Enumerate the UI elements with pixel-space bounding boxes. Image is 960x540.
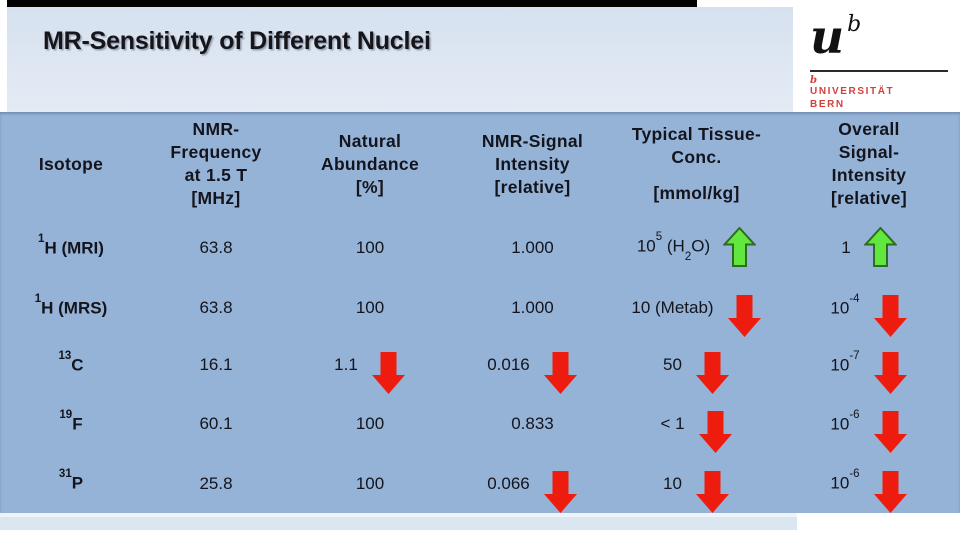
down-arrow-icon (543, 351, 578, 395)
down-arrow-icon (371, 351, 406, 395)
up-arrow-icon (723, 227, 757, 267)
cell-signal: 1.000 (511, 298, 554, 317)
cell-abundance: 100 (355, 298, 385, 317)
down-arrow-icon (727, 294, 762, 338)
cell-overall: 1 (778, 216, 960, 280)
header-tissue-conc-top: Typical Tissue- Conc. (631, 124, 762, 167)
header-tissue-conc-unit: [mmol/kg] (653, 183, 740, 203)
cell-signal: 1.000 (511, 238, 554, 257)
bottom-strip (0, 517, 797, 530)
cell-isotope-19f: 19F (0, 394, 142, 454)
down-arrow-icon (695, 470, 730, 514)
header-cell-tissue-conc: Typical Tissue- Conc. [mmol/kg] (615, 112, 778, 216)
logo-b-superscript: b (847, 12, 862, 37)
logo-city-text: BERN (810, 98, 845, 110)
cell-isotope-13c: 13C (0, 336, 142, 394)
cell-overall: 10-6 (778, 394, 960, 454)
overall-value: 10-7 (830, 349, 860, 375)
cell-overall: 10-6 (778, 454, 960, 513)
header-cell-overall: Overall Signal- Intensity [relative] (831, 119, 907, 208)
title-band: MR-Sensitivity of Different Nuclei (7, 7, 793, 112)
header-cell-frequency: NMR- Frequency at 1.5 T [MHz] (170, 119, 262, 208)
overall-value: 10-6 (830, 468, 860, 493)
overall-value: 10-6 (830, 408, 860, 434)
conc-value: 105 (H2O) (636, 231, 711, 263)
down-arrow-icon (698, 410, 733, 454)
slide-title: MR-Sensitivity of Different Nuclei (43, 27, 431, 55)
isotope-label: 13C (58, 349, 84, 375)
down-arrow-icon (873, 351, 908, 395)
cell-signal: 0.016 (450, 336, 615, 394)
top-black-bar (7, 0, 697, 7)
down-arrow-icon (873, 470, 908, 514)
cell-abundance: 1.1 (290, 336, 450, 394)
cell-tissue-conc: < 1 (615, 394, 778, 454)
cell-abundance: 100 (355, 414, 385, 433)
down-arrow-icon (873, 294, 908, 338)
header-cell-isotope: Isotope (38, 153, 104, 174)
cell-overall: 10-4 (778, 280, 960, 338)
isotope-label: 1H (MRI) (38, 232, 104, 258)
cell-signal: 0.833 (511, 414, 554, 433)
cell-overall: 10-7 (778, 336, 960, 394)
overall-value: 10-4 (830, 292, 860, 318)
cell-isotope-1h-mri: 1H (MRI) (0, 216, 142, 280)
logo-divider-line (810, 70, 948, 72)
header-cell-signal: NMR-Signal Intensity [relative] (481, 130, 584, 197)
cell-signal: 0.066 (450, 454, 615, 513)
header-cell-abundance: Natural Abundance [%] (321, 130, 419, 197)
cell-frequency: 25.8 (199, 473, 233, 493)
bottom-strip-light (0, 513, 797, 517)
cell-tissue-conc: 105 (H2O) (615, 216, 778, 280)
up-arrow-icon (863, 227, 897, 267)
nuclei-table: Isotope NMR- Frequency at 1.5 T [MHz] Na… (0, 112, 960, 513)
down-arrow-icon (695, 351, 730, 395)
cell-frequency: 63.8 (199, 298, 233, 317)
cell-frequency: 16.1 (199, 355, 233, 374)
logo-institution-text: UNIVERSITÄT (810, 86, 895, 97)
isotope-label: 1H (MRS) (34, 292, 108, 318)
down-arrow-icon (543, 470, 578, 514)
cell-isotope-1h-mrs: 1H (MRS) (0, 280, 142, 336)
isotope-label: 19F (59, 408, 83, 434)
cell-abundance: 100 (355, 473, 385, 493)
isotope-label: 31P (58, 468, 84, 493)
cell-tissue-conc: 50 (615, 336, 778, 394)
cell-frequency: 63.8 (199, 238, 233, 257)
cell-abundance: 100 (355, 238, 385, 257)
logo-u-glyph: u (810, 10, 845, 65)
cell-tissue-conc: 10 (Metab) (615, 280, 778, 338)
cell-isotope-31p: 31P (0, 454, 142, 513)
cell-tissue-conc: 10 (615, 454, 778, 513)
cell-frequency: 60.1 (199, 414, 233, 433)
down-arrow-icon (873, 410, 908, 454)
logo-small-b: b (810, 75, 817, 86)
